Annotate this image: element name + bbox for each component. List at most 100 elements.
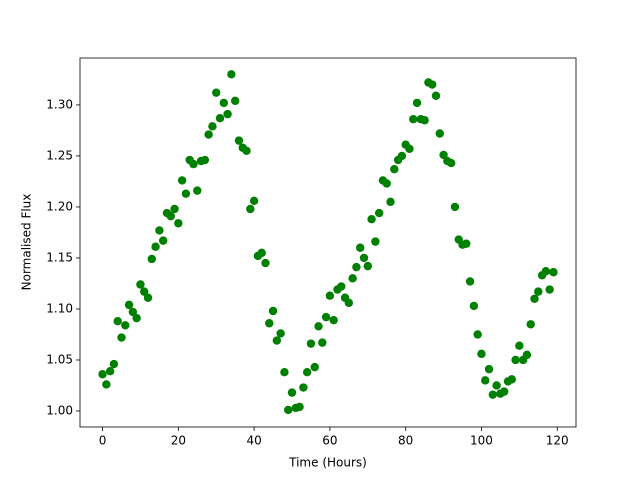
x-tick-label: 60 [322, 434, 337, 448]
scatter-point [212, 88, 221, 97]
y-tick-label: 1.05 [46, 352, 73, 366]
scatter-point [147, 254, 157, 264]
scatter-point [484, 364, 494, 374]
x-tick-label: 40 [246, 434, 261, 448]
scatter-point [265, 319, 274, 328]
scatter-point [280, 368, 289, 377]
scatter-point [284, 405, 293, 415]
scatter-point [450, 202, 460, 212]
scatter-point [109, 359, 119, 369]
scatter-point [481, 376, 490, 385]
scatter-point [227, 70, 236, 79]
x-axis-label: Time (Hours) [288, 456, 367, 470]
scatter-point [121, 321, 130, 330]
scatter-point [371, 237, 380, 246]
scatter-point [473, 330, 482, 339]
scatter-point [465, 277, 475, 286]
y-tick-label: 1.30 [46, 97, 73, 111]
scatter-point [246, 204, 255, 214]
scatter-point [158, 236, 168, 245]
scatter-point [420, 116, 429, 125]
scatter-point [299, 383, 308, 392]
scatter-point [446, 158, 456, 168]
scatter-point [128, 307, 138, 317]
scatter-point [374, 208, 384, 218]
scatter-point [545, 285, 554, 294]
scatter-point [204, 130, 213, 139]
scatter-point [295, 402, 304, 412]
scatter-point [534, 287, 543, 296]
scatter-point [174, 219, 183, 228]
scatter-point [181, 189, 191, 198]
scatter-point [515, 341, 524, 350]
x-tick-label: 120 [546, 434, 569, 448]
scatter-point [170, 204, 179, 214]
y-tick-label: 1.25 [46, 148, 73, 162]
scatter-point [382, 179, 391, 188]
y-tick-label: 1.10 [46, 301, 73, 315]
scatter-point [249, 196, 259, 206]
scatter-point [428, 80, 437, 89]
scatter-point [435, 129, 444, 138]
scatter-point [257, 248, 266, 258]
scatter-point [105, 366, 115, 376]
scatter-point [344, 298, 354, 308]
scatter-point [242, 146, 251, 156]
scatter-point [507, 375, 516, 384]
scatter-point [397, 151, 407, 161]
scatter-point [390, 164, 399, 174]
scatter-point [511, 355, 520, 365]
scatter-point [143, 293, 153, 302]
scatter-point [356, 243, 365, 252]
x-tick-label: 80 [398, 434, 413, 448]
scatter-point [462, 239, 471, 248]
scatter-point [136, 280, 145, 289]
scatter-point [526, 320, 535, 329]
scatter-point [352, 262, 361, 272]
scatter-point [439, 150, 448, 160]
x-tick-label: 0 [99, 434, 107, 448]
scatter-point [386, 197, 395, 207]
scatter-point [124, 300, 134, 310]
scatter-point [219, 98, 228, 108]
scatter-point [155, 226, 164, 235]
scatter-point [409, 115, 418, 124]
scatter-point [287, 388, 297, 397]
scatter-point [492, 381, 501, 390]
scatter-point [223, 109, 232, 119]
y-tick-label: 1.15 [46, 250, 73, 264]
scatter-point [177, 176, 187, 185]
scatter-point [234, 136, 244, 145]
scatter-point [477, 349, 486, 359]
scatter-point [431, 91, 441, 100]
scatter-point [151, 242, 160, 251]
scatter-point [337, 282, 346, 291]
y-tick-label: 1.00 [46, 403, 73, 417]
scatter-point [200, 155, 210, 165]
scatter-point [412, 98, 422, 108]
scatter-point [208, 122, 217, 131]
x-tick-label: 20 [171, 434, 186, 448]
scatter-point [488, 390, 498, 399]
scatter-point [193, 186, 202, 195]
scatter-point [405, 144, 414, 153]
scatter-point [98, 370, 107, 379]
scatter-point [321, 312, 331, 322]
scatter-point [306, 339, 316, 348]
scatter-point [549, 268, 558, 277]
scatter-point [268, 306, 278, 316]
scatter-point [117, 333, 126, 342]
x-tick-label: 100 [470, 434, 493, 448]
scatter-point [132, 313, 141, 323]
scatter-point [499, 387, 509, 396]
scatter-point [541, 267, 551, 276]
scatter-point [272, 336, 282, 345]
plot-frame [79, 57, 577, 428]
scatter-point [367, 214, 376, 224]
scatter-point [325, 291, 335, 300]
scatter-point [302, 368, 312, 377]
scatter-point [314, 322, 323, 331]
scatter-point [469, 301, 479, 311]
scatter-point [189, 159, 198, 169]
